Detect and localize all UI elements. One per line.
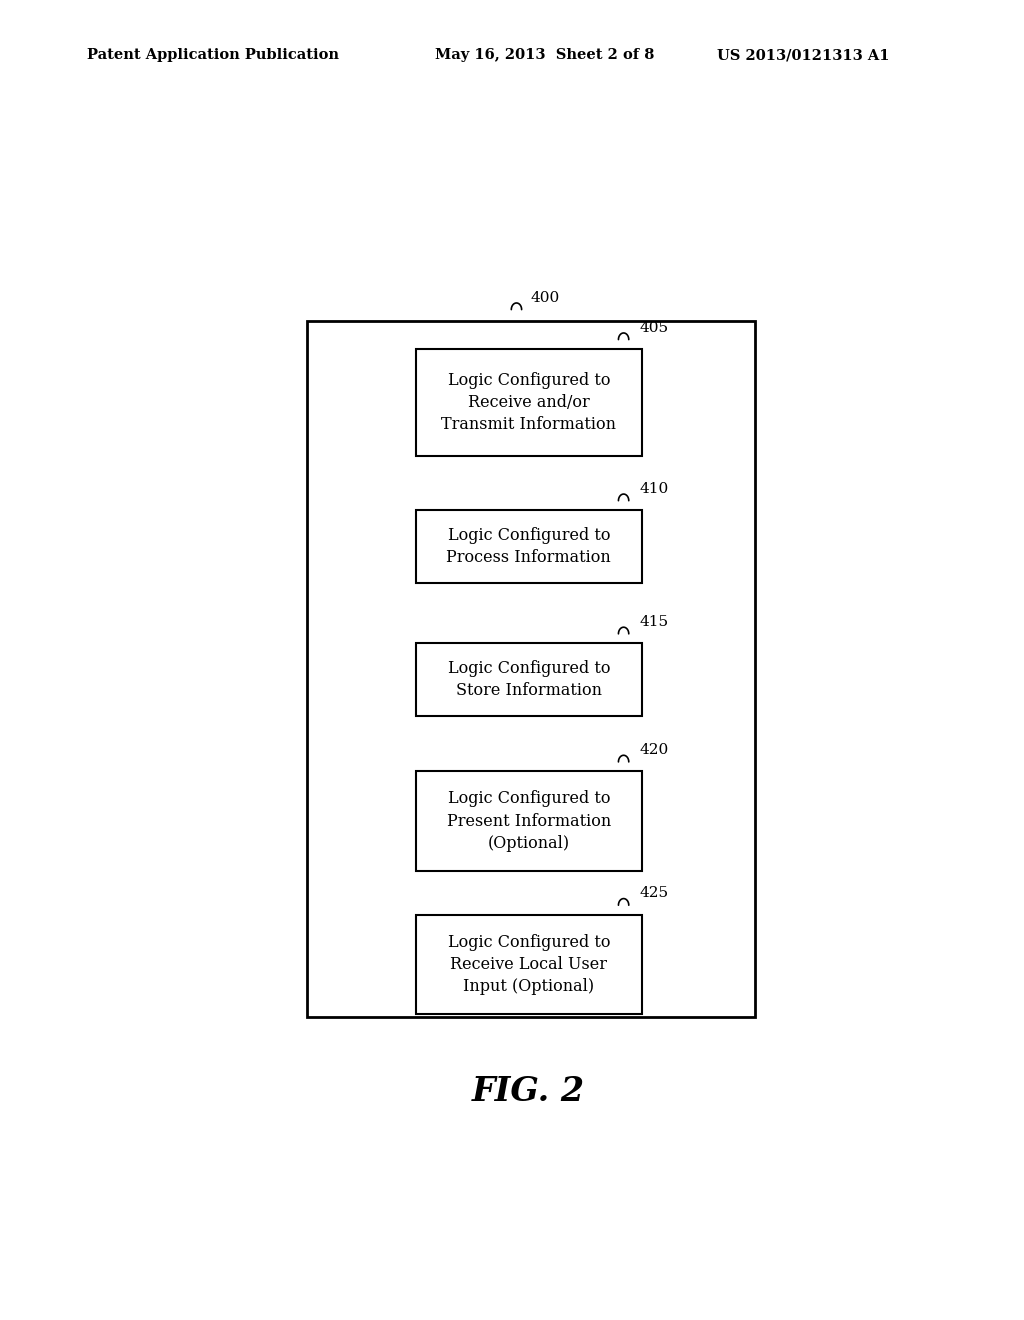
Text: Logic Configured to
Receive and/or
Transmit Information: Logic Configured to Receive and/or Trans… (441, 372, 616, 433)
Text: Patent Application Publication: Patent Application Publication (87, 49, 339, 62)
Bar (306, 321, 755, 1018)
Text: 410: 410 (639, 482, 669, 496)
Text: 415: 415 (639, 615, 669, 630)
Text: May 16, 2013  Sheet 2 of 8: May 16, 2013 Sheet 2 of 8 (435, 49, 654, 62)
Text: Logic Configured to
Receive Local User
Input (Optional): Logic Configured to Receive Local User I… (447, 933, 610, 995)
Text: US 2013/0121313 A1: US 2013/0121313 A1 (717, 49, 889, 62)
Text: 425: 425 (639, 886, 669, 900)
Bar (416, 510, 642, 583)
Bar (416, 348, 642, 455)
Text: 400: 400 (530, 290, 560, 305)
Text: FIG. 2: FIG. 2 (472, 1074, 586, 1107)
Text: 405: 405 (639, 321, 669, 335)
Bar (416, 643, 642, 717)
Bar (416, 915, 642, 1014)
Bar (416, 771, 642, 871)
Text: Logic Configured to
Process Information: Logic Configured to Process Information (446, 527, 611, 566)
Text: 420: 420 (639, 743, 669, 758)
Text: Logic Configured to
Present Information
(Optional): Logic Configured to Present Information … (446, 791, 611, 851)
Text: Logic Configured to
Store Information: Logic Configured to Store Information (447, 660, 610, 700)
